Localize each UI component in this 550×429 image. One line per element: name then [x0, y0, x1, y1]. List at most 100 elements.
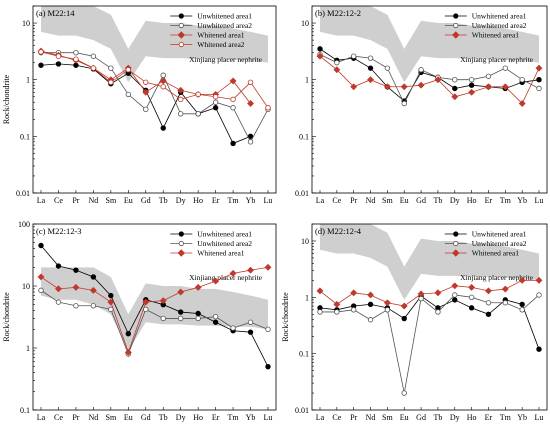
series-line: [319, 48, 540, 102]
x-tick-label: Yb: [517, 413, 527, 422]
data-point: [125, 331, 132, 337]
data-point: [366, 291, 375, 299]
legend-label: Unwhitened area1: [197, 230, 252, 239]
legend-marker: [178, 231, 184, 237]
data-point: [452, 297, 458, 303]
y-tick-label: 1: [305, 76, 309, 85]
legend-item: Unwhitened area1: [170, 230, 252, 239]
data-point: [212, 313, 219, 320]
y-axis-label: Rock/chondrite: [2, 292, 11, 342]
x-tick-label: La: [37, 413, 46, 422]
data-point: [468, 82, 475, 88]
legend-label: Unwhitened area2: [472, 239, 527, 248]
data-point: [143, 79, 149, 85]
data-point: [247, 139, 254, 145]
data-point: [434, 289, 442, 297]
data-point: [247, 79, 254, 85]
data-point: [518, 99, 526, 108]
data-point: [247, 319, 254, 325]
band-annotation: Xinjiang placer nephrite: [460, 273, 534, 282]
data-point: [484, 287, 493, 295]
x-tick-label: Er: [485, 413, 493, 422]
legend-item: Unwhitened area2: [444, 21, 527, 30]
data-point: [246, 266, 255, 274]
data-point: [350, 53, 357, 59]
data-point: [177, 288, 185, 296]
data-point: [383, 299, 391, 307]
data-point: [229, 269, 237, 277]
data-point: [107, 298, 115, 306]
x-tick-label: Eu: [400, 413, 409, 422]
series-2: [317, 51, 542, 107]
x-tick-label: Ho: [467, 196, 477, 205]
x-tick-label: Ho: [193, 196, 203, 205]
data-point: [536, 346, 542, 352]
legend-marker: [177, 31, 186, 39]
data-point: [501, 83, 509, 91]
data-point: [55, 61, 62, 67]
data-point: [485, 300, 492, 306]
data-point: [384, 65, 391, 71]
data-point: [536, 292, 542, 298]
panel-title: (c) M22:12-3: [36, 226, 82, 236]
legend-marker: [178, 13, 184, 19]
x-tick-label: Ce: [54, 413, 63, 422]
legend-item: Unwhitened area1: [444, 12, 527, 21]
x-tick-label: Ho: [467, 413, 477, 422]
data-point: [435, 309, 441, 315]
series-3: [316, 52, 543, 108]
series-line: [40, 290, 269, 356]
data-point: [519, 301, 525, 308]
legend-label: Whitened area1: [472, 249, 520, 258]
data-point: [55, 263, 62, 269]
legend-item: Whitened area2: [170, 40, 245, 49]
x-tick-label: Sm: [382, 413, 393, 422]
data-point: [264, 263, 272, 271]
legend-marker: [452, 249, 460, 257]
data-point: [417, 290, 425, 298]
data-point: [142, 298, 150, 306]
data-point: [468, 88, 476, 96]
data-point: [316, 52, 324, 60]
x-tick-label: Tm: [228, 413, 240, 422]
series-line: [319, 54, 540, 105]
data-point: [350, 307, 357, 313]
data-point: [350, 83, 358, 91]
data-point: [177, 111, 184, 117]
data-point: [485, 73, 492, 79]
x-tick-label: Er: [485, 196, 493, 205]
data-point: [125, 67, 132, 73]
data-point: [54, 285, 63, 293]
x-tick-label: Yb: [246, 196, 256, 205]
data-point: [350, 289, 358, 297]
panel-title: (a) M22:14: [36, 8, 75, 18]
x-tick-label: Dy: [450, 413, 460, 422]
data-point: [501, 285, 509, 293]
data-point: [229, 77, 237, 85]
y-tick-label: 0.1: [20, 406, 30, 415]
x-tick-label: Eu: [124, 413, 133, 422]
panel-title: (b) M22:12-2: [315, 8, 361, 18]
data-point: [230, 325, 236, 331]
data-point: [143, 106, 149, 113]
series-4: [38, 49, 271, 111]
data-point: [177, 96, 184, 103]
legend-label: Unwhitened area2: [472, 21, 527, 30]
range-band: [320, 224, 539, 300]
x-tick-label: Tm: [500, 413, 512, 422]
data-point: [89, 286, 97, 294]
x-tick-label: Tm: [228, 196, 240, 205]
y-tick-label: 0.01: [295, 406, 309, 415]
data-point: [195, 91, 201, 98]
data-point: [90, 274, 97, 280]
range-band: [41, 267, 268, 351]
y-axis-label: Rock/chondrite: [281, 292, 290, 342]
data-point: [502, 300, 509, 306]
x-tick-label: Nd: [88, 196, 98, 205]
data-point: [38, 49, 44, 55]
panel-3: 0.1 1 10 100 La Ce Pr Nd Sm Eu Gd Tb Dy Ho Er Tm Yb Lu Roc…: [2, 220, 277, 422]
legend-item: Whitened area1: [444, 249, 520, 258]
x-tick-label: Ho: [193, 413, 203, 422]
x-tick-label: Nd: [366, 413, 376, 422]
